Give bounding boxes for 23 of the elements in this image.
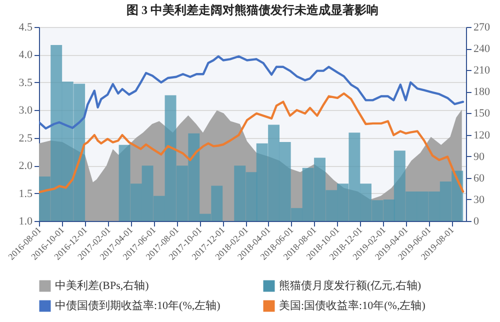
y2-tick-label: 60 bbox=[474, 172, 485, 184]
y-tick-label: 1.0 bbox=[18, 216, 33, 228]
y-tick-label: 3.0 bbox=[18, 104, 33, 117]
y2-tick-label: 90 bbox=[474, 150, 485, 163]
y2-tick-label: 180 bbox=[474, 86, 490, 98]
legend-label: 熊猫债月度发行额(亿元,右轴) bbox=[279, 279, 422, 292]
y2-tick-label: 210 bbox=[474, 64, 490, 77]
y-tick-label: 4.0 bbox=[18, 49, 33, 62]
y2-tick-label: 30 bbox=[474, 194, 485, 206]
legend-label: 中债国债到期收益率:10年(%,左轴) bbox=[55, 299, 221, 312]
y2-tick-label: 120 bbox=[474, 129, 490, 142]
legend-label: 美国:国债收益率:10年(%,左轴) bbox=[279, 299, 426, 312]
y2-tick-label: 240 bbox=[474, 43, 490, 56]
y2-tick-label: 150 bbox=[474, 108, 490, 120]
y2-tick-label: 0 bbox=[474, 216, 480, 228]
y-tick-label: 4.5 bbox=[18, 22, 33, 34]
y-tick-label: 2.0 bbox=[18, 160, 33, 172]
y2-tick-label: 270 bbox=[474, 22, 490, 34]
legend-label: 中美利差(BPs,右轴) bbox=[55, 279, 150, 292]
y-tick-label: 3.5 bbox=[18, 76, 33, 89]
y-tick-label: 1.5 bbox=[18, 188, 33, 200]
y-tick-label: 2.5 bbox=[18, 132, 33, 144]
chart-title: 图 3 中美利差走阔对熊猫债发行未造成显著影响 bbox=[126, 3, 378, 17]
